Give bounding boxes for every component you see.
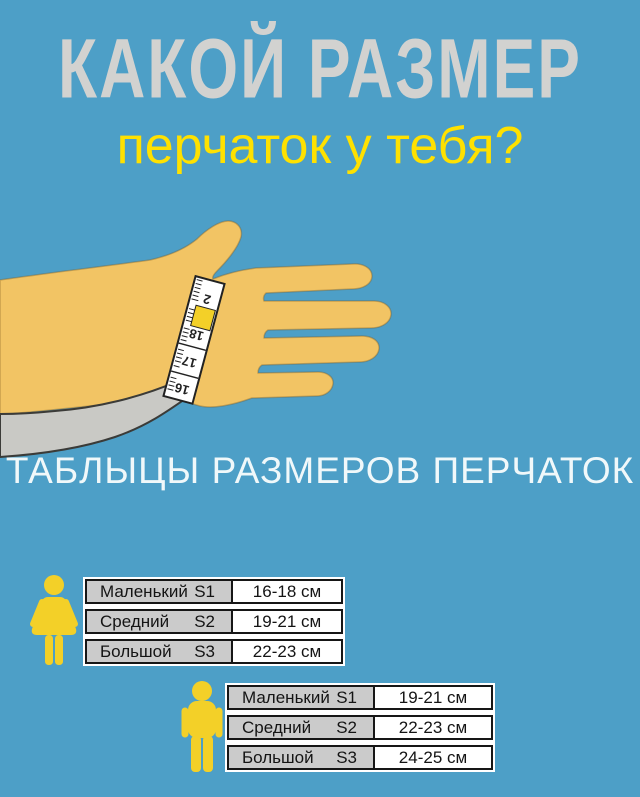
size-range: 22-23 см [375,717,491,738]
size-label-cell: Маленький S1 [87,581,233,602]
size-label: Большой [100,641,172,661]
size-range: 16-18 см [233,581,341,602]
section-heading: ТАБЛЫЦЫ РАЗМЕРОВ ПЕРЧАТОК [5,450,635,491]
table-row: Маленький S1 19-21 см [227,685,493,710]
tape-number: 16 [173,380,191,398]
page-title: КАКОЙ РАЗМЕР [0,26,640,110]
size-code: S2 [336,717,357,737]
size-label-cell: Большой S3 [229,747,375,768]
tape-number: 17 [180,353,198,371]
size-label: Средний [242,717,312,737]
size-label-cell: Маленький S1 [229,687,375,708]
size-code: S1 [336,687,357,707]
page-subtitle: перчаток у тебя? [116,117,524,175]
size-range: 22-23 см [233,641,341,662]
page-title-text: КАКОЙ РАЗМЕР [58,20,582,116]
size-label-cell: Средний S2 [87,611,233,632]
size-code: S2 [194,611,215,631]
size-range: 19-21 см [375,687,491,708]
size-code: S3 [194,641,215,661]
female-icon [30,575,78,665]
male-icon [181,681,223,772]
table-row: Большой S3 24-25 см [227,745,493,770]
size-label: Большой [242,747,314,767]
size-label: Маленький [100,581,188,601]
hand-measure-illustration: 2 18 17 16 [0,220,392,458]
men-size-table: Маленький S1 19-21 см Средний S2 22-23 с… [225,683,495,772]
size-code: S3 [336,747,357,767]
size-range: 19-21 см [233,611,341,632]
size-label-cell: Средний S2 [229,717,375,738]
women-size-table: Маленький S1 16-18 см Средний S2 19-21 с… [83,577,345,666]
table-row: Большой S3 22-23 см [85,639,343,664]
size-label: Средний [100,611,170,631]
measuring-tape-icon: 2 18 17 16 [162,274,226,405]
tape-tail [0,378,196,458]
tape-number: 2 [202,291,213,307]
table-row: Маленький S1 16-18 см [85,579,343,604]
tape-number: 18 [187,326,205,344]
size-range: 24-25 см [375,747,491,768]
size-label-cell: Большой S3 [87,641,233,662]
table-row: Средний S2 22-23 см [227,715,493,740]
size-label: Маленький [242,687,330,707]
table-row: Средний S2 19-21 см [85,609,343,634]
size-code: S1 [194,581,215,601]
tape-ticks [167,279,203,391]
